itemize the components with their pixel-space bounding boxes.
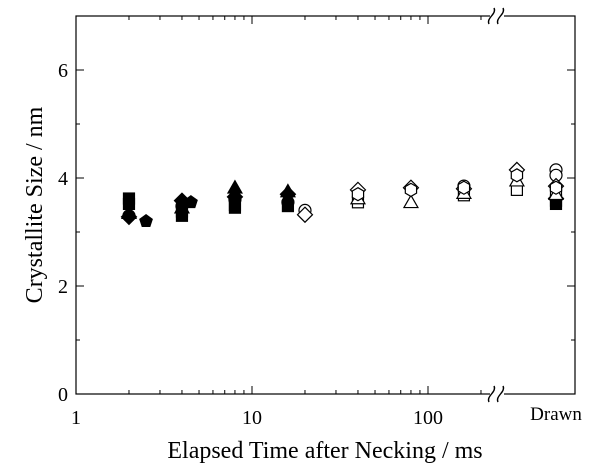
- drawn-label: Drawn: [530, 404, 582, 425]
- y-tick-label: 0: [58, 384, 68, 406]
- open-hexagon-point: [457, 180, 471, 195]
- open-hexagon-point: [351, 187, 365, 202]
- break-squiggle: [487, 7, 496, 25]
- y-tick-label: 2: [58, 276, 68, 298]
- x-tick-label: 1: [71, 407, 81, 429]
- data-points: [120, 161, 565, 228]
- x-tick-label: 100: [413, 407, 443, 429]
- break-squiggle: [487, 385, 496, 403]
- axis-ticks: [75, 15, 575, 395]
- filled-triangle-point: [279, 183, 296, 198]
- axis-breaks: [487, 7, 505, 403]
- filled-circle-point: [281, 195, 295, 209]
- x-axis-title: Elapsed Time after Necking / ms: [167, 438, 482, 464]
- open-hexagon-point: [404, 182, 418, 198]
- open-triangle-point: [402, 194, 419, 209]
- open-hexagon-point: [549, 180, 563, 195]
- top-break-gap: [490, 12, 504, 20]
- bottom-break-gap: [490, 390, 504, 398]
- y-tick-label: 6: [58, 60, 68, 82]
- open-hexagon-point: [510, 168, 524, 183]
- y-axis-title: Crystallite Size / nm: [22, 106, 48, 303]
- filled-circle-point: [122, 209, 136, 223]
- filled-pentagon-point: [139, 213, 153, 228]
- y-tick-label: 4: [58, 168, 68, 190]
- x-tick-label: 10: [242, 407, 262, 429]
- tick-labels: 0 2 4 6 1 10 100: [58, 60, 443, 429]
- open-diamond-point: [296, 206, 314, 224]
- filled-triangle-point: [226, 179, 243, 194]
- filled-circle-point: [175, 199, 189, 213]
- plot-frame: [75, 15, 576, 395]
- break-squiggle: [496, 7, 505, 25]
- break-squiggle: [496, 385, 505, 403]
- filled-circle-point: [228, 193, 242, 207]
